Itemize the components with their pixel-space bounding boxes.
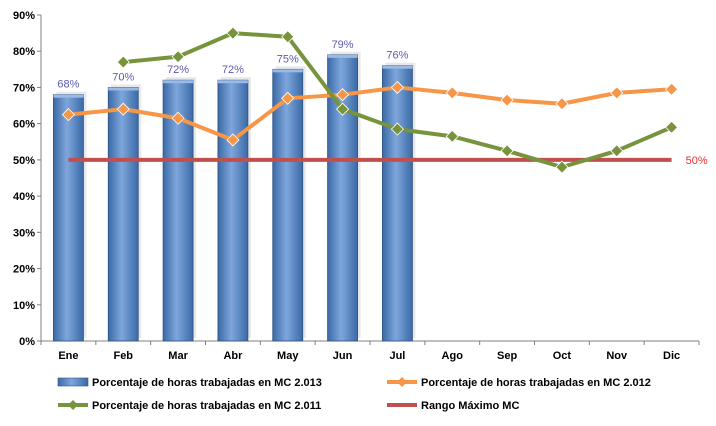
x-tick-label: Jun	[333, 350, 353, 362]
bar-data-label: 75%	[277, 53, 299, 65]
series-marker	[226, 26, 240, 40]
bar-data-label: 72%	[222, 64, 244, 76]
reference-line-label: 50%	[686, 155, 708, 167]
series-marker	[171, 50, 185, 64]
bar-top	[163, 80, 194, 84]
x-tick-label: May	[277, 350, 299, 362]
series-marker	[226, 133, 240, 147]
bar	[217, 79, 249, 342]
bar	[327, 54, 358, 342]
series-marker	[116, 102, 130, 116]
series-marker	[445, 129, 459, 143]
legend-swatch-bar	[57, 377, 89, 387]
data-labels: 68% 70% 72% 72% 75% 79% 76%	[57, 39, 408, 91]
y-tick-label: 50%	[13, 155, 35, 167]
x-tick-label: Abr	[223, 350, 243, 362]
y-tick-label: 40%	[13, 191, 35, 203]
legend: Porcentaje de horas trabajadas en MC 2.0…	[57, 377, 651, 412]
series-marker	[116, 55, 130, 69]
series-line	[68, 85, 672, 142]
bar-data-label: 76%	[386, 50, 408, 62]
series-marker	[445, 86, 459, 100]
bar-top	[108, 87, 139, 91]
bar-top	[217, 80, 248, 84]
x-tick-label: Oct	[553, 350, 572, 362]
reference-line-group: 50%	[68, 155, 708, 167]
series-marker	[610, 144, 624, 158]
bar-top	[382, 65, 413, 69]
y-tick-label: 70%	[13, 82, 35, 94]
legend-label: Rango Máximo MC	[421, 400, 519, 412]
bar-data-label: 68%	[57, 79, 79, 91]
series-marker	[500, 93, 514, 107]
x-tick-label: Ago	[442, 350, 464, 362]
legend-label: Porcentaje de horas trabajadas en MC 2.0…	[421, 377, 651, 389]
series-marker	[555, 97, 569, 111]
legend-swatch-marker	[397, 377, 407, 387]
axes: 0% 10% 20% 30% 40% 50% 60% 70% 80% 90% Ene Feb Mar Ab…	[13, 10, 700, 362]
bar	[272, 68, 304, 342]
y-tick-label: 0%	[19, 336, 35, 348]
bar-data-label: 79%	[332, 39, 354, 51]
x-tick-label: Feb	[113, 350, 133, 362]
series-marker	[610, 86, 624, 100]
bar	[382, 65, 413, 342]
x-tick-label: Mar	[168, 350, 188, 362]
x-tick-label: Sep	[497, 350, 517, 362]
x-tick-label: Dic	[663, 350, 680, 362]
y-tick-label: 90%	[13, 10, 35, 22]
series-marker	[390, 80, 404, 95]
legend-label: Porcentaje de horas trabajadas en MC 2.0…	[92, 377, 322, 389]
x-tick-label: Ene	[58, 350, 78, 362]
legend-item: Rango Máximo MC	[387, 400, 519, 412]
y-tick-label: 20%	[13, 264, 35, 276]
series-marker	[281, 91, 295, 105]
series-marker	[171, 111, 185, 125]
legend-item: Porcentaje de horas trabajadas en MC 2.0…	[57, 377, 322, 389]
bar-data-label: 72%	[167, 64, 189, 76]
series-marker	[281, 30, 295, 44]
legend-item: Porcentaje de horas trabajadas en MC 2.0…	[58, 400, 321, 412]
y-tick-label: 80%	[13, 46, 35, 58]
y-tick-label: 10%	[13, 300, 35, 312]
series-marker	[390, 122, 404, 136]
series-marker	[500, 144, 514, 158]
x-tick-label: Jul	[389, 350, 405, 362]
bar-series	[53, 51, 416, 342]
x-tick-label: Nov	[606, 350, 628, 362]
series-marker	[665, 120, 679, 134]
series-marker	[555, 160, 569, 174]
y-tick-label: 30%	[13, 227, 35, 239]
series-marker	[336, 102, 350, 116]
bar-data-label: 70%	[112, 71, 134, 83]
line-series	[61, 26, 679, 174]
series-marker	[665, 82, 679, 96]
bar-top	[272, 69, 303, 73]
bar-top	[53, 94, 84, 98]
bar-top	[327, 54, 358, 58]
legend-item: Porcentaje de horas trabajadas en MC 2.0…	[387, 377, 651, 389]
y-tick-label: 60%	[13, 119, 35, 131]
series-marker	[336, 88, 350, 102]
legend-swatch-marker	[68, 400, 78, 410]
bar	[53, 94, 84, 342]
legend-label: Porcentaje de horas trabajadas en MC 2.0…	[92, 400, 321, 412]
series-marker	[61, 108, 75, 122]
bar	[107, 87, 139, 342]
